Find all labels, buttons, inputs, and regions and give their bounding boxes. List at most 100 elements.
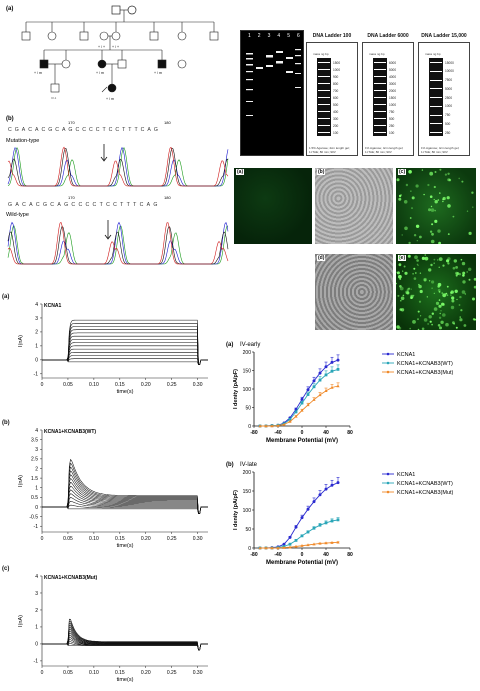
current-sweep <box>42 462 208 514</box>
pos-a: 170 <box>68 120 75 125</box>
iv-point <box>336 481 340 485</box>
x-axis-label: time(s) <box>117 677 134 683</box>
fluorescent-cell <box>446 294 449 297</box>
fluorescent-cell <box>459 318 463 322</box>
gel-lane-label: 6 <box>297 33 300 39</box>
ladder-size-label: 800 <box>333 81 339 86</box>
y-tick-label: 2 <box>35 608 38 614</box>
fluorescent-cell <box>438 299 441 301</box>
iv-legend-label: KCNA1 <box>397 352 415 358</box>
fluorescent-cell <box>442 293 447 298</box>
fluorescent-cell <box>430 263 433 267</box>
iv-point <box>306 403 310 407</box>
fluorescent-cell <box>418 300 422 303</box>
fluorescent-cell <box>453 323 455 325</box>
x-tick-label: 0 <box>41 382 44 388</box>
micro-panel-e: (e) <box>396 254 476 330</box>
x-tick-label: 0.30 <box>193 382 203 388</box>
iv-point <box>336 384 340 388</box>
iv-series-line <box>260 541 339 549</box>
micro-tag-a: (a) <box>236 169 245 175</box>
ladder-band <box>430 114 442 116</box>
iv-y-tick-label: 100 <box>243 508 252 514</box>
ladder-size-label: 1500 <box>389 95 397 100</box>
iv-point <box>330 385 334 389</box>
fluorescent-cell <box>442 200 444 203</box>
iv-legend-marker <box>386 352 390 356</box>
iv-point <box>312 542 316 546</box>
fluorescent-cell <box>445 322 449 327</box>
fluorescent-cell <box>410 190 412 192</box>
ladder-size-label: 200 <box>333 123 339 128</box>
x-tick-label: 0.10 <box>89 536 99 542</box>
current-sweep <box>42 335 208 365</box>
fluorescent-cell <box>417 328 420 330</box>
fluorescent-cell <box>429 171 434 176</box>
fluorescent-cell <box>462 280 466 284</box>
iv-legend-label: KCNA1 <box>397 472 415 478</box>
iv-series-line <box>260 359 339 427</box>
fluorescent-cell <box>438 316 442 319</box>
fluorescent-cell <box>472 297 475 301</box>
iv-point <box>318 393 322 397</box>
iv-y-tick-label: 200 <box>243 470 252 476</box>
iv-point <box>306 388 310 392</box>
fluorescent-cell <box>442 313 446 317</box>
x-tick-label: 0.05 <box>63 382 73 388</box>
fluorescent-cell <box>447 204 451 208</box>
fluorescent-cell <box>446 285 449 288</box>
iv-point <box>312 398 316 401</box>
x-tick-label: 0.10 <box>89 670 99 676</box>
current-sweep <box>42 352 208 365</box>
fluorescent-cell <box>468 231 472 235</box>
trace-title: KCNA1 <box>44 303 61 309</box>
fluorescent-cell <box>433 307 438 311</box>
fluorescent-cell <box>460 309 463 312</box>
iv-point <box>318 493 322 497</box>
fluorescent-cell <box>446 259 450 263</box>
fluorescent-cell <box>408 170 411 172</box>
pedigree-male-I-1 <box>111 5 121 15</box>
current-sweep <box>42 506 208 514</box>
fluorescent-cell <box>472 206 474 208</box>
sequencing-chromatograms: (b) CGACACGCAGCCCCTCCTTTCAG 170 180 Muta… <box>6 116 229 265</box>
fluorescent-cell <box>396 271 397 274</box>
ladder-15000-caption: 1% Agarose; 4cm length gel; 1×TAE; 80 mi… <box>421 146 460 154</box>
ladder-size-label: 1500 <box>333 60 341 65</box>
iv-point <box>312 500 316 504</box>
current-sweep <box>42 345 208 365</box>
fluorescent-cell <box>441 292 443 294</box>
fluorescent-cell <box>461 180 464 183</box>
iv-late-plot: (b) IV-late 0 50 100 150 200 -80 -40 0 40 80 Membran… <box>226 462 454 566</box>
iv-point <box>264 546 268 550</box>
iv-point <box>288 419 292 423</box>
gel-lane-label: 4 <box>277 33 281 39</box>
current-sweep <box>42 643 208 651</box>
micro-panel-d: (d) <box>315 254 393 330</box>
fluorescent-cell <box>407 254 411 258</box>
current-sweep <box>42 489 208 514</box>
fluorescent-cell <box>416 263 419 266</box>
iv-point <box>312 385 316 389</box>
current-sweep <box>42 485 208 514</box>
fluorescent-cell <box>437 324 441 327</box>
y-tick-label: 3 <box>35 316 38 322</box>
gel-lane-label: 2 <box>257 33 261 39</box>
iv-chart-early: (a) IV-early 0 50 100 150 200 -80 -40 0 40 80 Membra… <box>224 338 478 446</box>
fluorescent-cell <box>452 215 455 218</box>
fluorescent-cell <box>450 290 454 294</box>
ladder-size-label: 15000 <box>445 60 454 65</box>
iv-legend-marker <box>386 472 390 476</box>
y-axis-label: I(nA) <box>18 335 24 347</box>
wt-bases: GACACGCAGCCCCTCCTTTCAG <box>8 202 161 208</box>
geno-IV-2: + / m <box>106 97 114 101</box>
y-tick-label: 2.5 <box>31 457 38 463</box>
ladder-6000-unit: mass ng bp <box>369 52 385 56</box>
iv-point <box>318 541 322 545</box>
fluorescent-cell <box>414 255 418 260</box>
y-tick-label: 0 <box>35 505 38 511</box>
fluorescent-cell <box>413 267 416 270</box>
ladder-band <box>430 132 442 133</box>
ladder-size-label: 600 <box>333 95 339 100</box>
iv-point <box>300 544 304 547</box>
